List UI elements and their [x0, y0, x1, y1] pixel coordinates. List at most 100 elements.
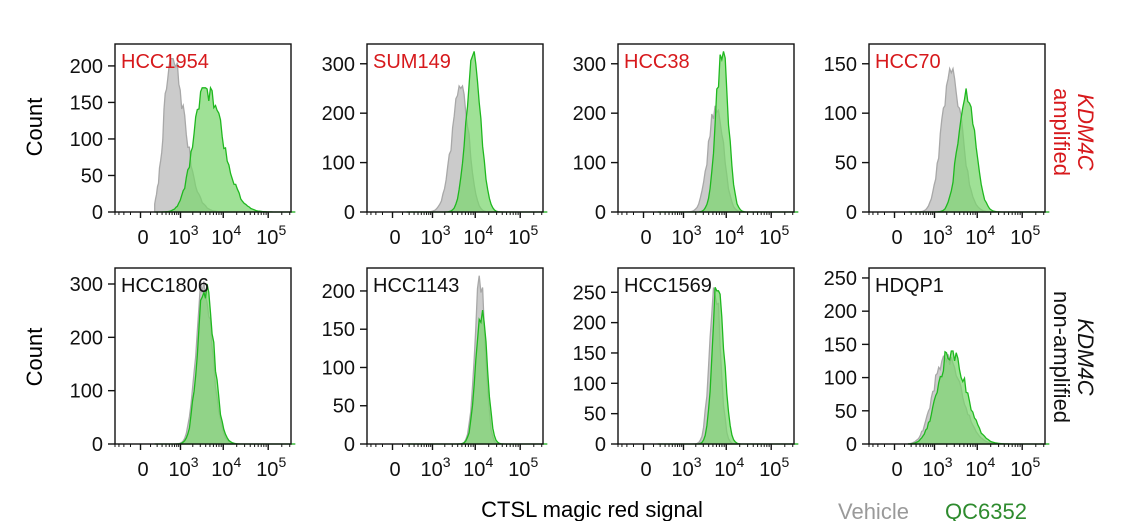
- plot-frame: [868, 267, 1046, 445]
- plot-frame: [114, 43, 292, 213]
- x-tick-label: 10: [421, 459, 443, 481]
- panel-title: HDQP1: [875, 275, 944, 297]
- panel-title: SUM149: [373, 51, 451, 73]
- panel-title: HCC70: [875, 51, 941, 73]
- x-tick-label: 10: [759, 227, 781, 249]
- row-label-gene: KDM4C: [1073, 318, 1098, 395]
- y-tick-label: 150: [322, 319, 355, 341]
- x-tick-exponent: 4: [485, 454, 493, 470]
- x-tick-label: 0: [390, 459, 401, 481]
- plot-frame: [114, 267, 292, 445]
- x-tick-labels: 0 103 104 105: [390, 454, 539, 481]
- y-tick-label: 100: [322, 153, 355, 175]
- x-tick-exponent: 4: [736, 222, 744, 238]
- series-qc6352-histogram: [657, 287, 799, 445]
- series-qc6352-histogram: [154, 283, 296, 445]
- x-tick-label: 10: [211, 459, 233, 481]
- y-tick-label: 0: [846, 202, 857, 224]
- y-tick-label: 150: [573, 343, 606, 365]
- y-tick-label: 200: [70, 327, 103, 349]
- x-tick-label: 10: [169, 227, 191, 249]
- y-tick-label: 200: [824, 301, 857, 323]
- x-tick-label: 10: [759, 459, 781, 481]
- x-tick-label: 10: [923, 459, 945, 481]
- x-tick-label: 10: [965, 459, 987, 481]
- x-tick-label: 0: [641, 227, 652, 249]
- x-tick-exponent: 3: [694, 454, 702, 470]
- y-tick-label: 200: [70, 56, 103, 78]
- y-tick-label: 0: [92, 202, 103, 224]
- plot-frame: [366, 43, 544, 213]
- x-tick-label: 10: [508, 227, 530, 249]
- series-qc6352-histogram: [908, 88, 1050, 213]
- y-tick-label: 50: [835, 401, 857, 423]
- y-tick-label: 200: [322, 281, 355, 303]
- x-tick-label: 10: [463, 459, 485, 481]
- x-tick-labels: 0 103 104 105: [138, 454, 287, 481]
- x-tick-label: 10: [211, 227, 233, 249]
- x-tick-label: 10: [463, 227, 485, 249]
- x-tick-exponent: 4: [736, 454, 744, 470]
- y-tick-label: 50: [584, 404, 606, 426]
- x-tick-label: 0: [892, 459, 903, 481]
- x-tick-exponent: 5: [530, 222, 538, 238]
- row-label-status: amplified: [1049, 88, 1074, 176]
- x-tick-label: 0: [892, 227, 903, 249]
- y-tick-label: 100: [824, 368, 857, 390]
- series-qc6352-histogram: [908, 350, 1050, 445]
- y-tick-label: 50: [835, 153, 857, 175]
- y-tick-label: 250: [824, 268, 857, 290]
- y-tick-label: 100: [824, 103, 857, 125]
- x-tick-label: 10: [714, 459, 736, 481]
- series-vehicle-histogram: [154, 281, 296, 445]
- x-tick-labels: 0 103 104 105: [641, 222, 790, 249]
- x-tick-exponent: 4: [233, 454, 241, 470]
- x-tick-label: 10: [672, 227, 694, 249]
- x-tick-label: 10: [169, 459, 191, 481]
- y-tick-label: 300: [70, 274, 103, 296]
- y-tick-label: 100: [573, 373, 606, 395]
- x-tick-exponent: 5: [781, 454, 789, 470]
- y-tick-label: 150: [824, 334, 857, 356]
- y-tick-label: 100: [573, 153, 606, 175]
- series-qc6352-histogram: [406, 51, 548, 213]
- y-tick-label: 300: [322, 54, 355, 76]
- x-tick-labels: 0 103 104 105: [892, 454, 1041, 481]
- y-tick-label: 150: [70, 92, 103, 114]
- x-tick-exponent: 3: [443, 454, 451, 470]
- y-axis-label-top: Count: [22, 98, 47, 157]
- panel-title: HCC1806: [121, 275, 209, 297]
- x-tick-label: 10: [672, 459, 694, 481]
- x-tick-exponent: 3: [945, 222, 953, 238]
- x-axis-label: CTSL magic red signal: [481, 497, 703, 521]
- series-qc6352-histogram: [657, 51, 799, 213]
- y-tick-label: 50: [81, 165, 103, 187]
- x-tick-exponent: 5: [1032, 454, 1040, 470]
- y-tick-label: 100: [70, 129, 103, 151]
- y-tick-label: 0: [846, 434, 857, 456]
- x-tick-label: 10: [965, 227, 987, 249]
- y-tick-label: 0: [344, 434, 355, 456]
- y-tick-label: 200: [322, 103, 355, 125]
- x-tick-label: 10: [1010, 227, 1032, 249]
- y-tick-label: 0: [92, 434, 103, 456]
- x-tick-exponent: 5: [1032, 222, 1040, 238]
- panel-title: HCC1143: [373, 275, 459, 297]
- plot-frame: [868, 43, 1046, 213]
- y-tick-label: 250: [573, 282, 606, 304]
- y-tick-label: 0: [595, 202, 606, 224]
- x-tick-label: 10: [256, 227, 278, 249]
- x-tick-label: 0: [138, 459, 149, 481]
- x-tick-label: 10: [923, 227, 945, 249]
- x-tick-label: 0: [138, 227, 149, 249]
- y-axis-label-bottom: Count: [22, 328, 47, 387]
- row-label-status: non-amplified: [1049, 291, 1074, 423]
- row-label-gene: KDM4C: [1073, 93, 1098, 170]
